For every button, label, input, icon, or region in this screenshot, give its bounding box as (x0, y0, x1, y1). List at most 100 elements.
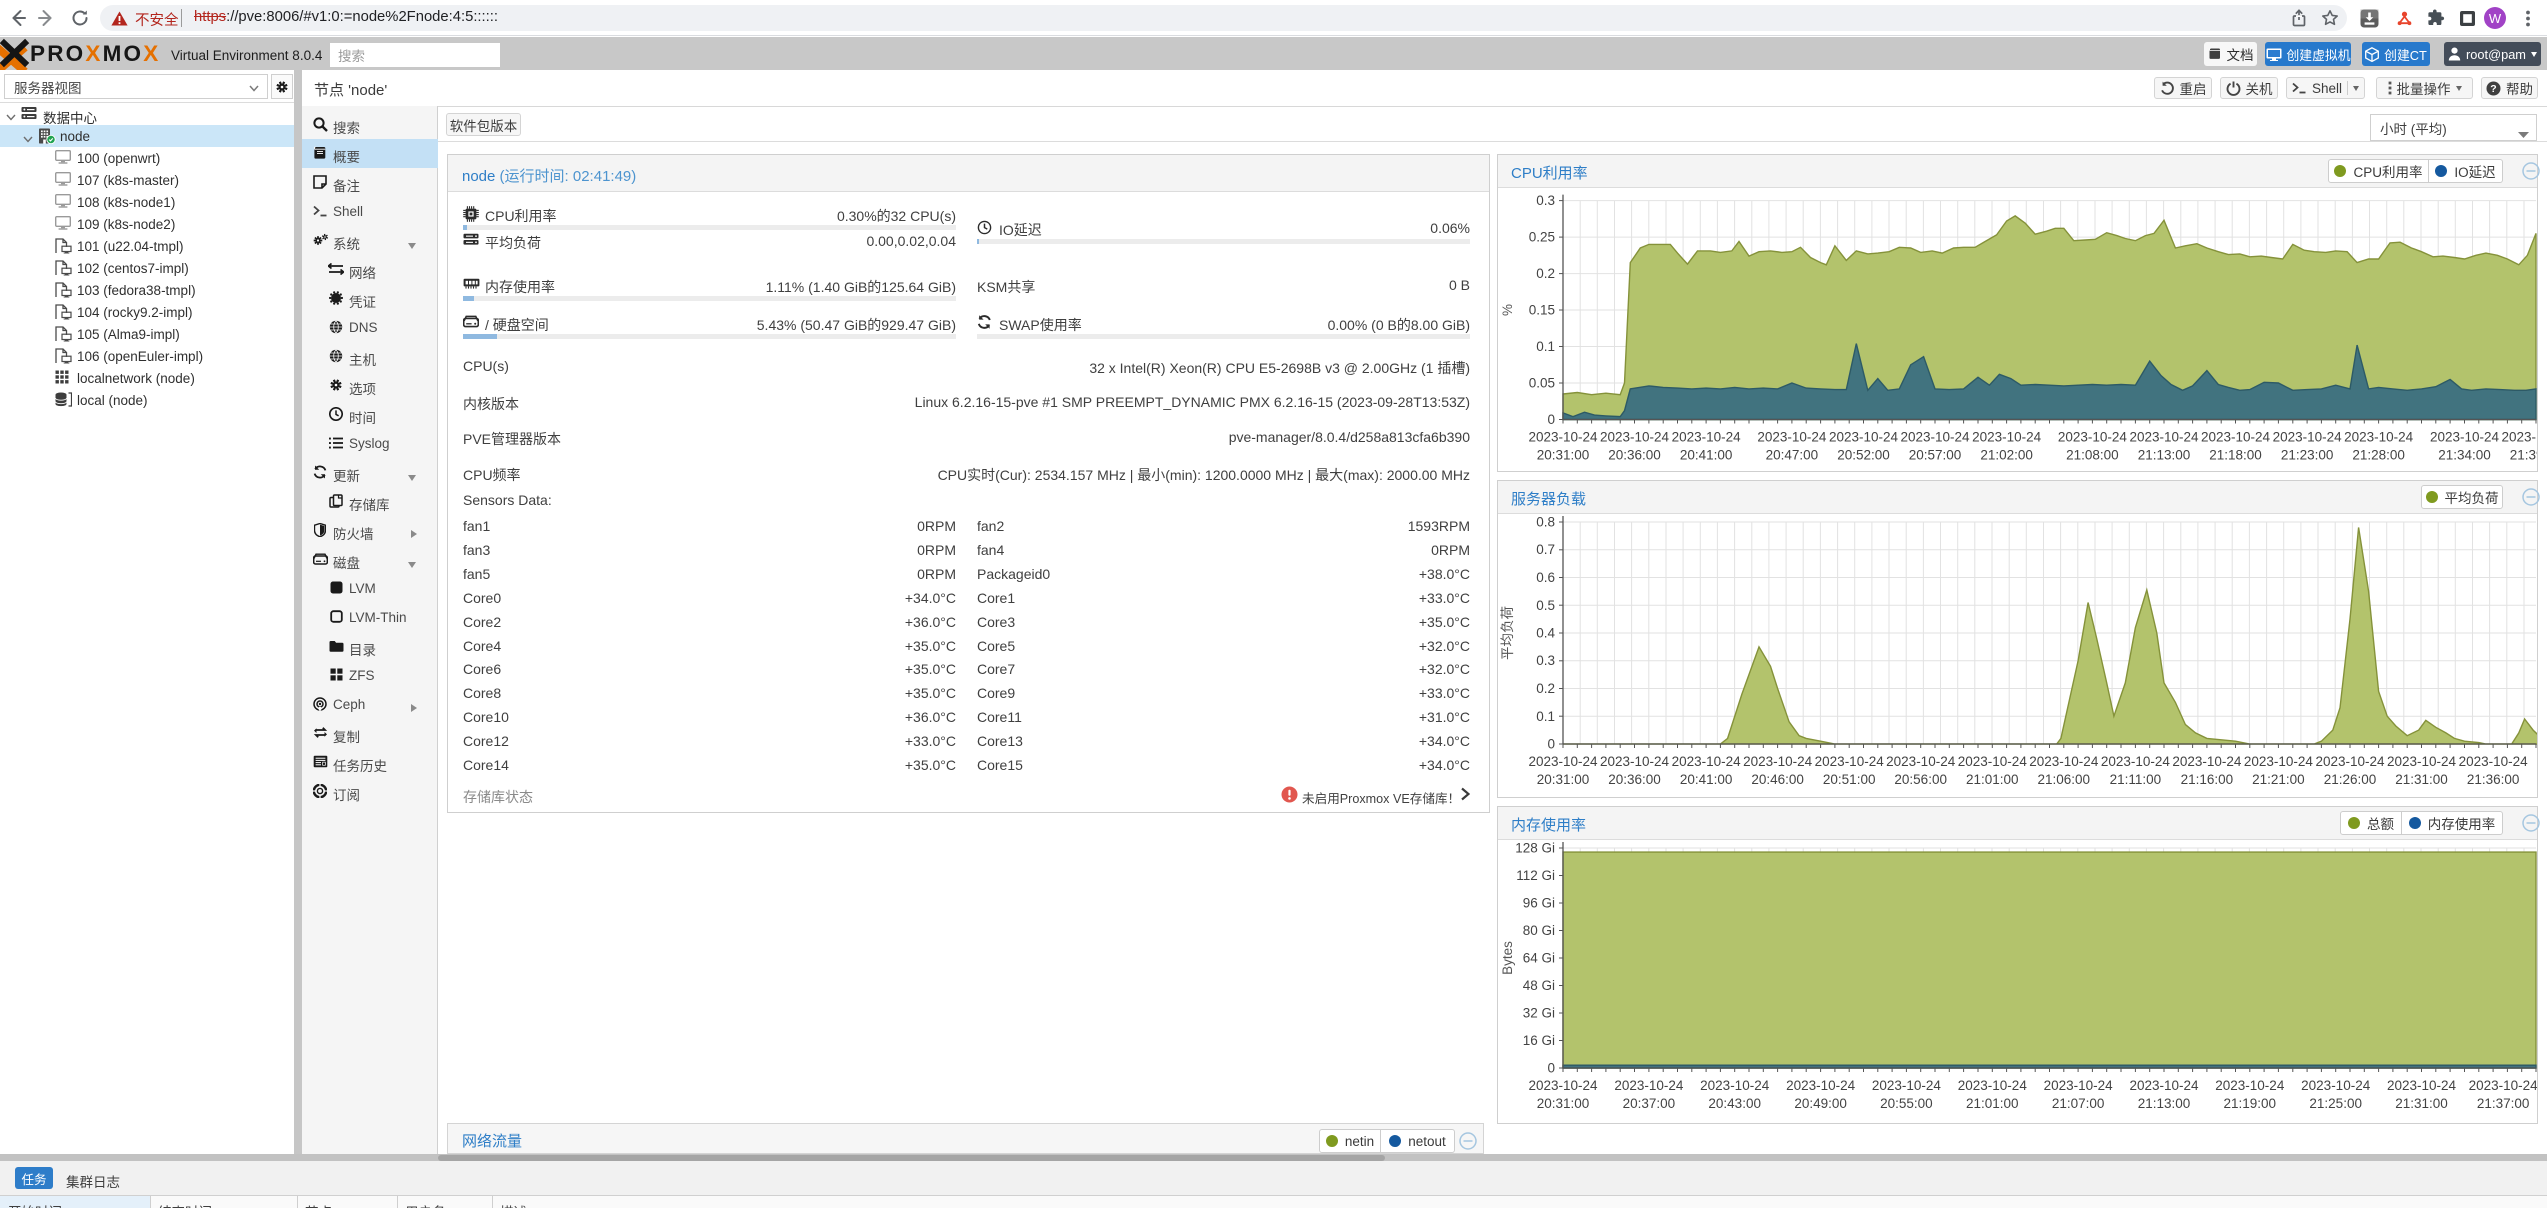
svg-text:2023-10-24: 2023-10-24 (2172, 754, 2242, 769)
svg-text:20:36:00: 20:36:00 (1608, 448, 1661, 463)
svg-text:112 Gi: 112 Gi (1516, 868, 1555, 883)
svg-text:21:13:00: 21:13:00 (2138, 1096, 2191, 1111)
svg-text:2023-10-24: 2023-10-24 (2273, 430, 2343, 445)
svg-text:20:41:00: 20:41:00 (1680, 772, 1733, 787)
svg-text:21:36:00: 21:36:00 (2467, 772, 2520, 787)
svg-text:20:56:00: 20:56:00 (1894, 772, 1947, 787)
svg-text:2023-10-24: 2023-10-24 (1815, 754, 1885, 769)
svg-text:21:13:00: 21:13:00 (2138, 448, 2191, 463)
svg-text:20:55:00: 20:55:00 (1880, 1096, 1933, 1111)
svg-text:2023-10-24: 2023-10-24 (1872, 1078, 1942, 1093)
svg-text:21:01:00: 21:01:00 (1966, 1096, 2019, 1111)
svg-text:2023-10-24: 2023-10-24 (1600, 754, 1670, 769)
svg-text:2023-10-24: 2023-10-24 (2459, 754, 2529, 769)
svg-text:21:19:00: 21:19:00 (2224, 1096, 2277, 1111)
svg-text:21:11:00: 21:11:00 (2110, 772, 2162, 787)
svg-text:0: 0 (1547, 412, 1555, 427)
svg-text:2023-10-24: 2023-10-24 (1829, 430, 1899, 445)
svg-text:20:31:00: 20:31:00 (1537, 1096, 1590, 1111)
svg-text:0.1: 0.1 (1536, 339, 1555, 354)
svg-text:2023-10-24: 2023-10-24 (1528, 754, 1598, 769)
svg-text:Bytes: Bytes (1500, 941, 1515, 975)
svg-text:0.3: 0.3 (1536, 653, 1555, 668)
svg-text:0.05: 0.05 (1529, 376, 1555, 391)
svg-text:2023-10-24: 2023-10-24 (1700, 1078, 1770, 1093)
svg-text:128 Gi: 128 Gi (1515, 841, 1555, 856)
svg-text:2023-10-24: 2023-10-24 (1786, 1078, 1856, 1093)
svg-text:0.8: 0.8 (1536, 515, 1555, 530)
svg-text:0.1: 0.1 (1536, 709, 1555, 724)
svg-text:20:31:00: 20:31:00 (1537, 772, 1590, 787)
svg-text:2023-10-24: 2023-10-24 (1958, 1078, 2028, 1093)
svg-text:64 Gi: 64 Gi (1523, 951, 1555, 966)
svg-text:平均负荷: 平均负荷 (1500, 606, 1515, 660)
svg-text:0.15: 0.15 (1529, 303, 1555, 318)
svg-text:2023-10-24: 2023-10-24 (2044, 1078, 2114, 1093)
svg-text:21:16:00: 21:16:00 (2181, 772, 2234, 787)
svg-text:20:31:00: 20:31:00 (1537, 448, 1590, 463)
svg-text:0.25: 0.25 (1529, 230, 1555, 245)
svg-text:21:31:00: 21:31:00 (2395, 772, 2448, 787)
svg-text:21:08:00: 21:08:00 (2066, 448, 2119, 463)
svg-text:0: 0 (1547, 1061, 1555, 1076)
svg-text:2023-10-24: 2023-10-24 (2344, 430, 2414, 445)
svg-text:2023-10-24: 2023-10-24 (2058, 430, 2128, 445)
svg-text:2023-10-24: 2023-10-24 (2244, 754, 2314, 769)
svg-text:0.2: 0.2 (1536, 681, 1555, 696)
svg-text:2023-10-24: 2023-10-24 (1743, 754, 1813, 769)
svg-text:0.5: 0.5 (1536, 598, 1555, 613)
svg-text:2023-10-24: 2023-10-24 (2387, 1078, 2457, 1093)
svg-text:2023-10-24: 2023-10-24 (1600, 430, 1670, 445)
svg-text:0.4: 0.4 (1536, 626, 1555, 641)
svg-text:32 Gi: 32 Gi (1523, 1006, 1555, 1021)
svg-text:20:47:00: 20:47:00 (1766, 448, 1819, 463)
svg-text:20:46:00: 20:46:00 (1751, 772, 1804, 787)
svg-text:2023-10-24: 2023-10-24 (1972, 430, 2042, 445)
svg-text:21:34:00: 21:34:00 (2438, 448, 2491, 463)
svg-text:2023-10-24: 2023-10-24 (1528, 430, 1598, 445)
svg-text:21:07:00: 21:07:00 (2052, 1096, 2105, 1111)
svg-text:2023-10-24: 2023-10-24 (2029, 754, 2099, 769)
svg-text:21:25:00: 21:25:00 (2309, 1096, 2362, 1111)
svg-text:2023-10-24: 2023-10-24 (1886, 754, 1956, 769)
svg-text:2023-10-24: 2023-10-24 (1958, 754, 2028, 769)
svg-text:0.3: 0.3 (1536, 193, 1555, 208)
svg-text:2023-10-24: 2023-10-24 (2201, 430, 2271, 445)
svg-text:20:43:00: 20:43:00 (1708, 1096, 1761, 1111)
svg-text:0.2: 0.2 (1536, 266, 1555, 281)
svg-text:20:36:00: 20:36:00 (1608, 772, 1661, 787)
svg-text:21:06:00: 21:06:00 (2038, 772, 2091, 787)
svg-text:21:31:00: 21:31:00 (2395, 1096, 2448, 1111)
svg-text:21:39:00: 21:39:00 (2510, 448, 2537, 463)
svg-text:21:28:00: 21:28:00 (2352, 448, 2405, 463)
svg-text:20:49:00: 20:49:00 (1794, 1096, 1847, 1111)
svg-text:20:51:00: 20:51:00 (1823, 772, 1876, 787)
svg-text:20:41:00: 20:41:00 (1680, 448, 1733, 463)
svg-text:20:37:00: 20:37:00 (1623, 1096, 1676, 1111)
svg-text:2023-10-24: 2023-10-24 (2501, 430, 2537, 445)
svg-text:?: ? (2490, 83, 2496, 95)
svg-text:20:52:00: 20:52:00 (1837, 448, 1890, 463)
svg-text:16 Gi: 16 Gi (1523, 1033, 1555, 1048)
svg-text:2023-10-24: 2023-10-24 (2301, 1078, 2371, 1093)
svg-text:21:26:00: 21:26:00 (2324, 772, 2377, 787)
svg-text:2023-10-24: 2023-10-24 (2430, 430, 2500, 445)
svg-text:2023-10-24: 2023-10-24 (1672, 430, 1742, 445)
svg-text:2023-10-24: 2023-10-24 (1757, 430, 1827, 445)
svg-text:21:21:00: 21:21:00 (2252, 772, 2305, 787)
svg-text:21:01:00: 21:01:00 (1966, 772, 2019, 787)
svg-text:21:23:00: 21:23:00 (2281, 448, 2334, 463)
svg-text:2023-10-24: 2023-10-24 (2101, 754, 2171, 769)
svg-text:2023-10-24: 2023-10-24 (1900, 430, 1970, 445)
svg-text:0.7: 0.7 (1536, 542, 1555, 557)
svg-text:96 Gi: 96 Gi (1523, 896, 1555, 911)
svg-text:2023-10-24: 2023-10-24 (2469, 1078, 2537, 1093)
svg-text:2023-10-24: 2023-10-24 (2129, 430, 2199, 445)
svg-text:2023-10-24: 2023-10-24 (1672, 754, 1742, 769)
svg-text:48 Gi: 48 Gi (1523, 978, 1555, 993)
svg-text:20:57:00: 20:57:00 (1909, 448, 1962, 463)
svg-text:2023-10-24: 2023-10-24 (2215, 1078, 2285, 1093)
svg-text:21:02:00: 21:02:00 (1980, 448, 2033, 463)
svg-text:21:37:00: 21:37:00 (2477, 1096, 2530, 1111)
svg-text:0: 0 (1547, 737, 1555, 752)
